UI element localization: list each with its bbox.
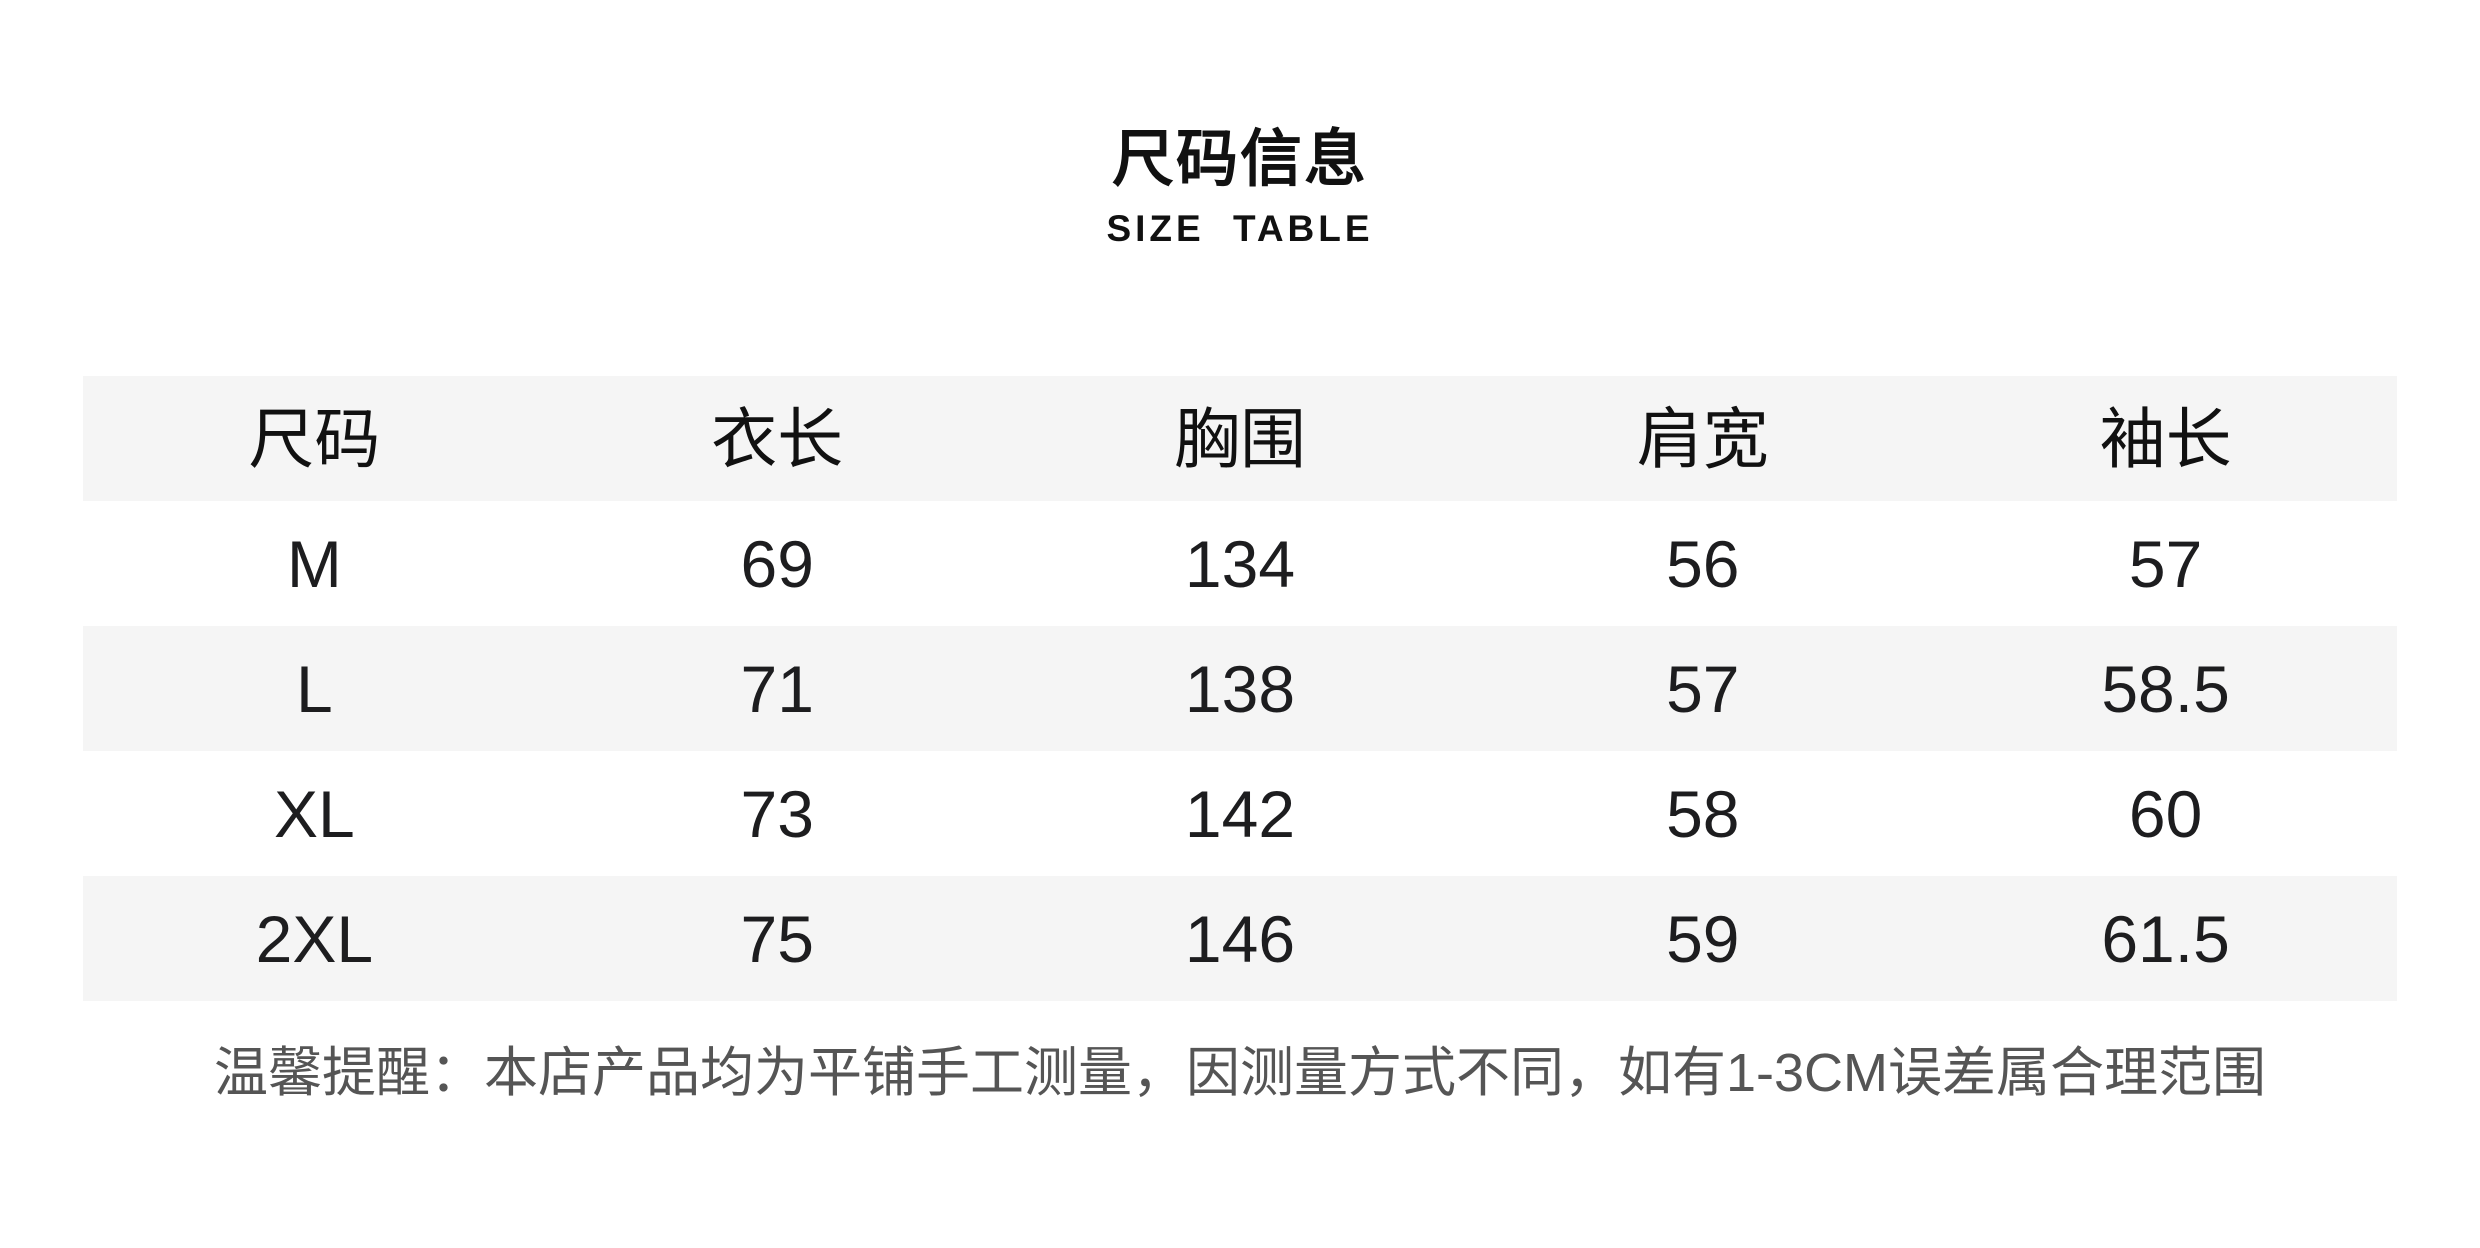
sleeve-value: 60	[2128, 776, 2203, 851]
size-label: 2XL	[255, 901, 374, 976]
sleeve-value: 57	[2128, 526, 2203, 601]
shoulder-value: 59	[1666, 901, 1740, 976]
table-row: 2XL 75 146 59 61.5	[83, 876, 2397, 1001]
shoulder-value: 56	[1666, 526, 1740, 601]
header-cell-sleeve: 袖长	[2099, 401, 2232, 476]
length-value: 71	[740, 651, 814, 726]
chest-value: 138	[1184, 651, 1296, 726]
header-cell-chest: 胸围	[1173, 401, 1306, 476]
header-cell-size: 尺码	[248, 401, 381, 476]
shoulder-value: 57	[1666, 651, 1740, 726]
table-row: L 71 138 57 58.5	[83, 626, 2397, 751]
chest-value: 146	[1184, 901, 1296, 976]
header-cell-length: 衣长	[711, 401, 844, 476]
size-label: XL	[274, 776, 355, 851]
shoulder-value: 58	[1666, 776, 1740, 851]
sleeve-value: 58.5	[2101, 651, 2230, 726]
table-header-row: 尺码 衣长 胸围 肩宽 袖长	[83, 376, 2397, 501]
header-cell-shoulder: 肩宽	[1636, 401, 1769, 476]
chest-value: 134	[1184, 526, 1296, 601]
page-subtitle: SIZE TABLE	[1106, 208, 1374, 249]
measurement-note: 温馨提醒：本店产品均为平铺手工测量，因测量方式不同，如有1-3CM误差属合理范围	[213, 1043, 2267, 1103]
length-value: 75	[740, 901, 814, 976]
sleeve-value: 61.5	[2101, 901, 2230, 976]
page-title: 尺码信息	[1111, 125, 1368, 194]
size-table: 尺码 衣长 胸围 肩宽 袖长 M 69 134 56 57 L 71 138 5…	[83, 376, 2397, 1001]
length-value: 69	[740, 526, 814, 601]
table-row: XL 73 142 58 60	[83, 751, 2397, 876]
table-row: M 69 134 56 57	[83, 501, 2397, 626]
length-value: 73	[740, 776, 814, 851]
size-label: M	[286, 526, 342, 601]
chest-value: 142	[1184, 776, 1296, 851]
size-label: L	[296, 651, 333, 726]
